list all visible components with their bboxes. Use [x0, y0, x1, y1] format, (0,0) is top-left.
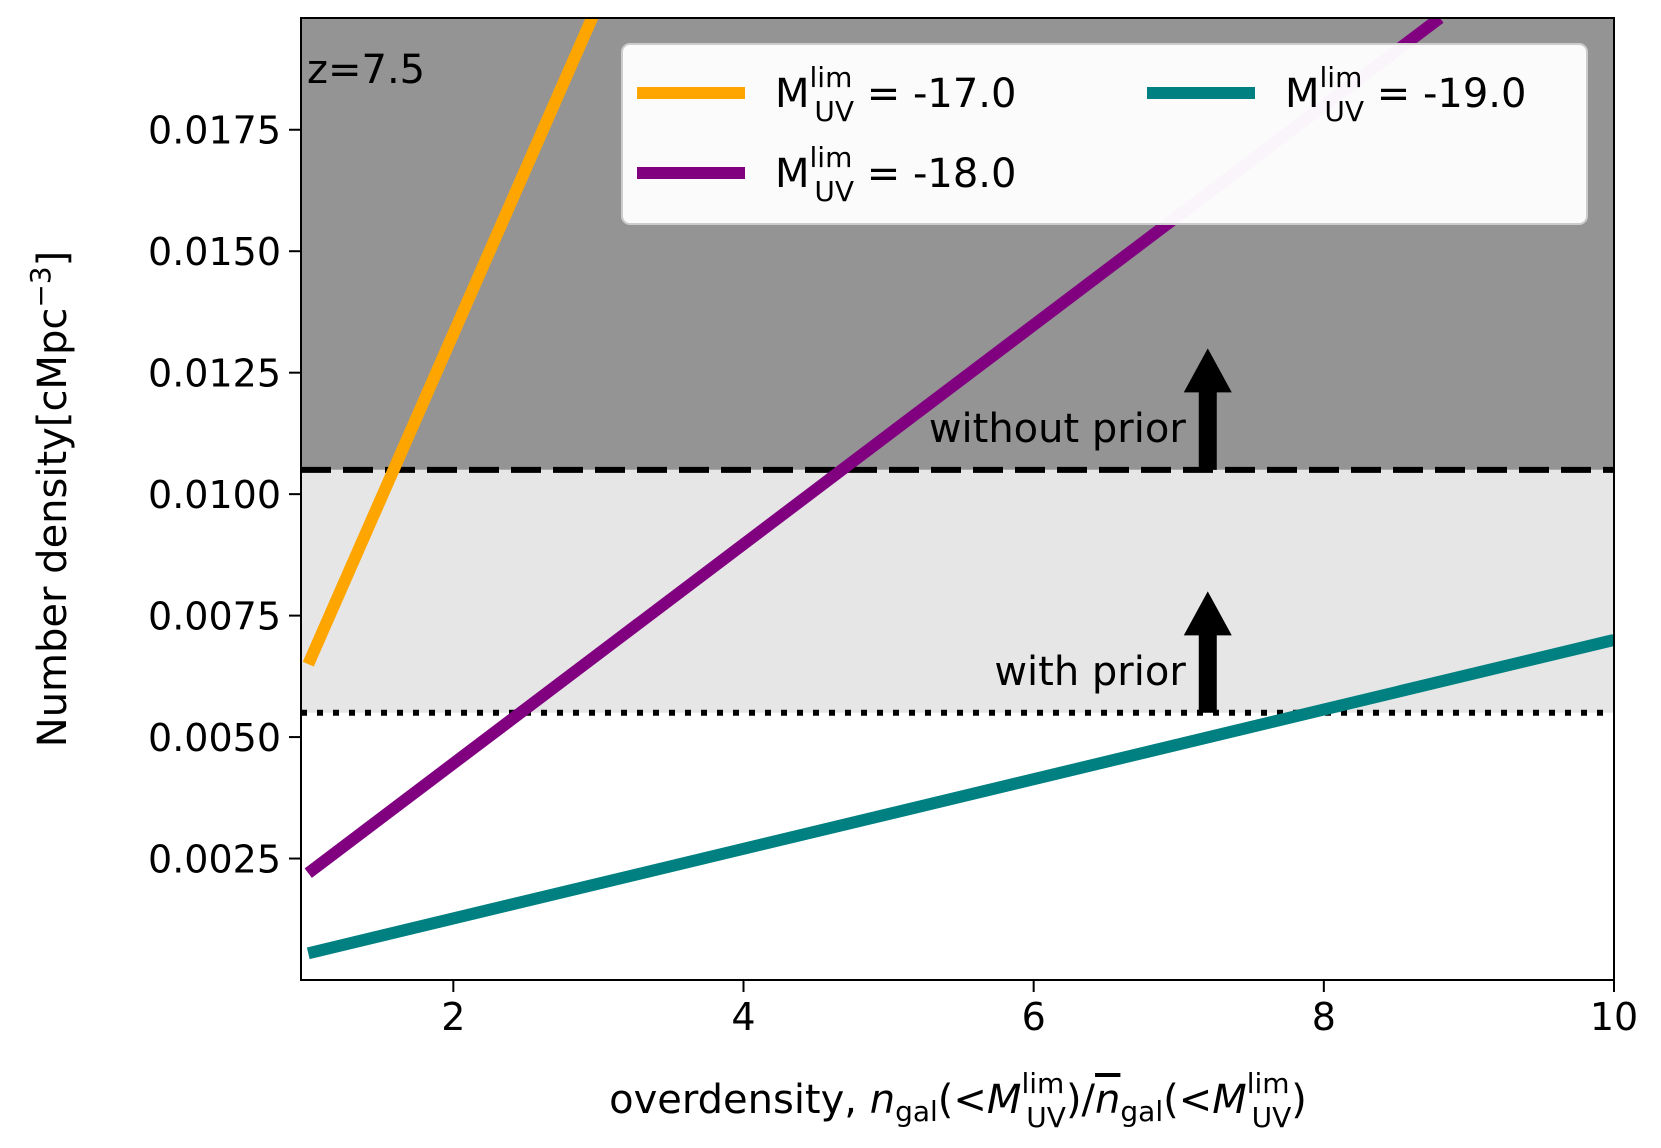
legend-frame	[621, 43, 1588, 225]
x-tick-label: 10	[1590, 995, 1638, 1039]
y-tick-label: 0.0150	[148, 230, 281, 274]
legend-entry-0: Mlim UV = -17.0	[637, 61, 1016, 128]
y-tick-label: 0.0050	[148, 716, 281, 760]
x-tick-label: 6	[1022, 995, 1046, 1039]
y-tick-label: 0.0025	[148, 838, 281, 882]
legend-entry-1: Mlim UV = -18.0	[637, 141, 1016, 208]
y-axis: 0.0025 0.0050 0.0075 0.0100 0.0125 0.0150 0.01…	[148, 109, 301, 882]
threshold-annotations: without prior with prior	[929, 406, 1187, 695]
threshold-label-1: with prior	[994, 649, 1186, 695]
x-tick-label: 8	[1312, 995, 1336, 1039]
legend-entry-2: Mlim UV = -19.0	[1147, 61, 1526, 128]
threshold-arrow-0	[1183, 348, 1232, 470]
x-axis: 2 4 6 8 10	[441, 980, 1638, 1039]
y-tick-label: 0.0125	[148, 352, 281, 396]
y-axis-label: Number density[cMpc−3]	[24, 251, 76, 747]
threshold-arrow-1	[1183, 591, 1232, 713]
series-line-2	[306, 634, 1614, 960]
y-tick-label: 0.0175	[148, 109, 281, 153]
shade-with-prior	[301, 469, 1614, 713]
redshift-label: z=7.5	[307, 47, 425, 93]
legend-label: Mlim UV = -19.0	[1285, 61, 1526, 128]
legend: Mlim UV = -17.0 Mlim UV = -18.0 Mlim UV = -19…	[621, 43, 1588, 225]
threshold-lines	[301, 466, 1614, 716]
x-tick-label: 4	[731, 995, 755, 1039]
threshold-label-0: without prior	[929, 406, 1187, 452]
y-tick-label: 0.0100	[148, 473, 281, 517]
legend-label: Mlim UV = -17.0	[775, 61, 1016, 128]
x-axis-label: overdensity, ngal(<Mlim UV)/ngal(<Mlim UV)	[609, 1067, 1307, 1134]
legend-label: Mlim UV = -18.0	[775, 141, 1016, 208]
series-line-0	[302, 18, 599, 667]
threshold-arrows	[1183, 348, 1232, 713]
x-tick-label: 2	[441, 995, 465, 1039]
plot-frame	[300, 17, 1615, 981]
y-tick-label: 0.0075	[148, 595, 281, 639]
